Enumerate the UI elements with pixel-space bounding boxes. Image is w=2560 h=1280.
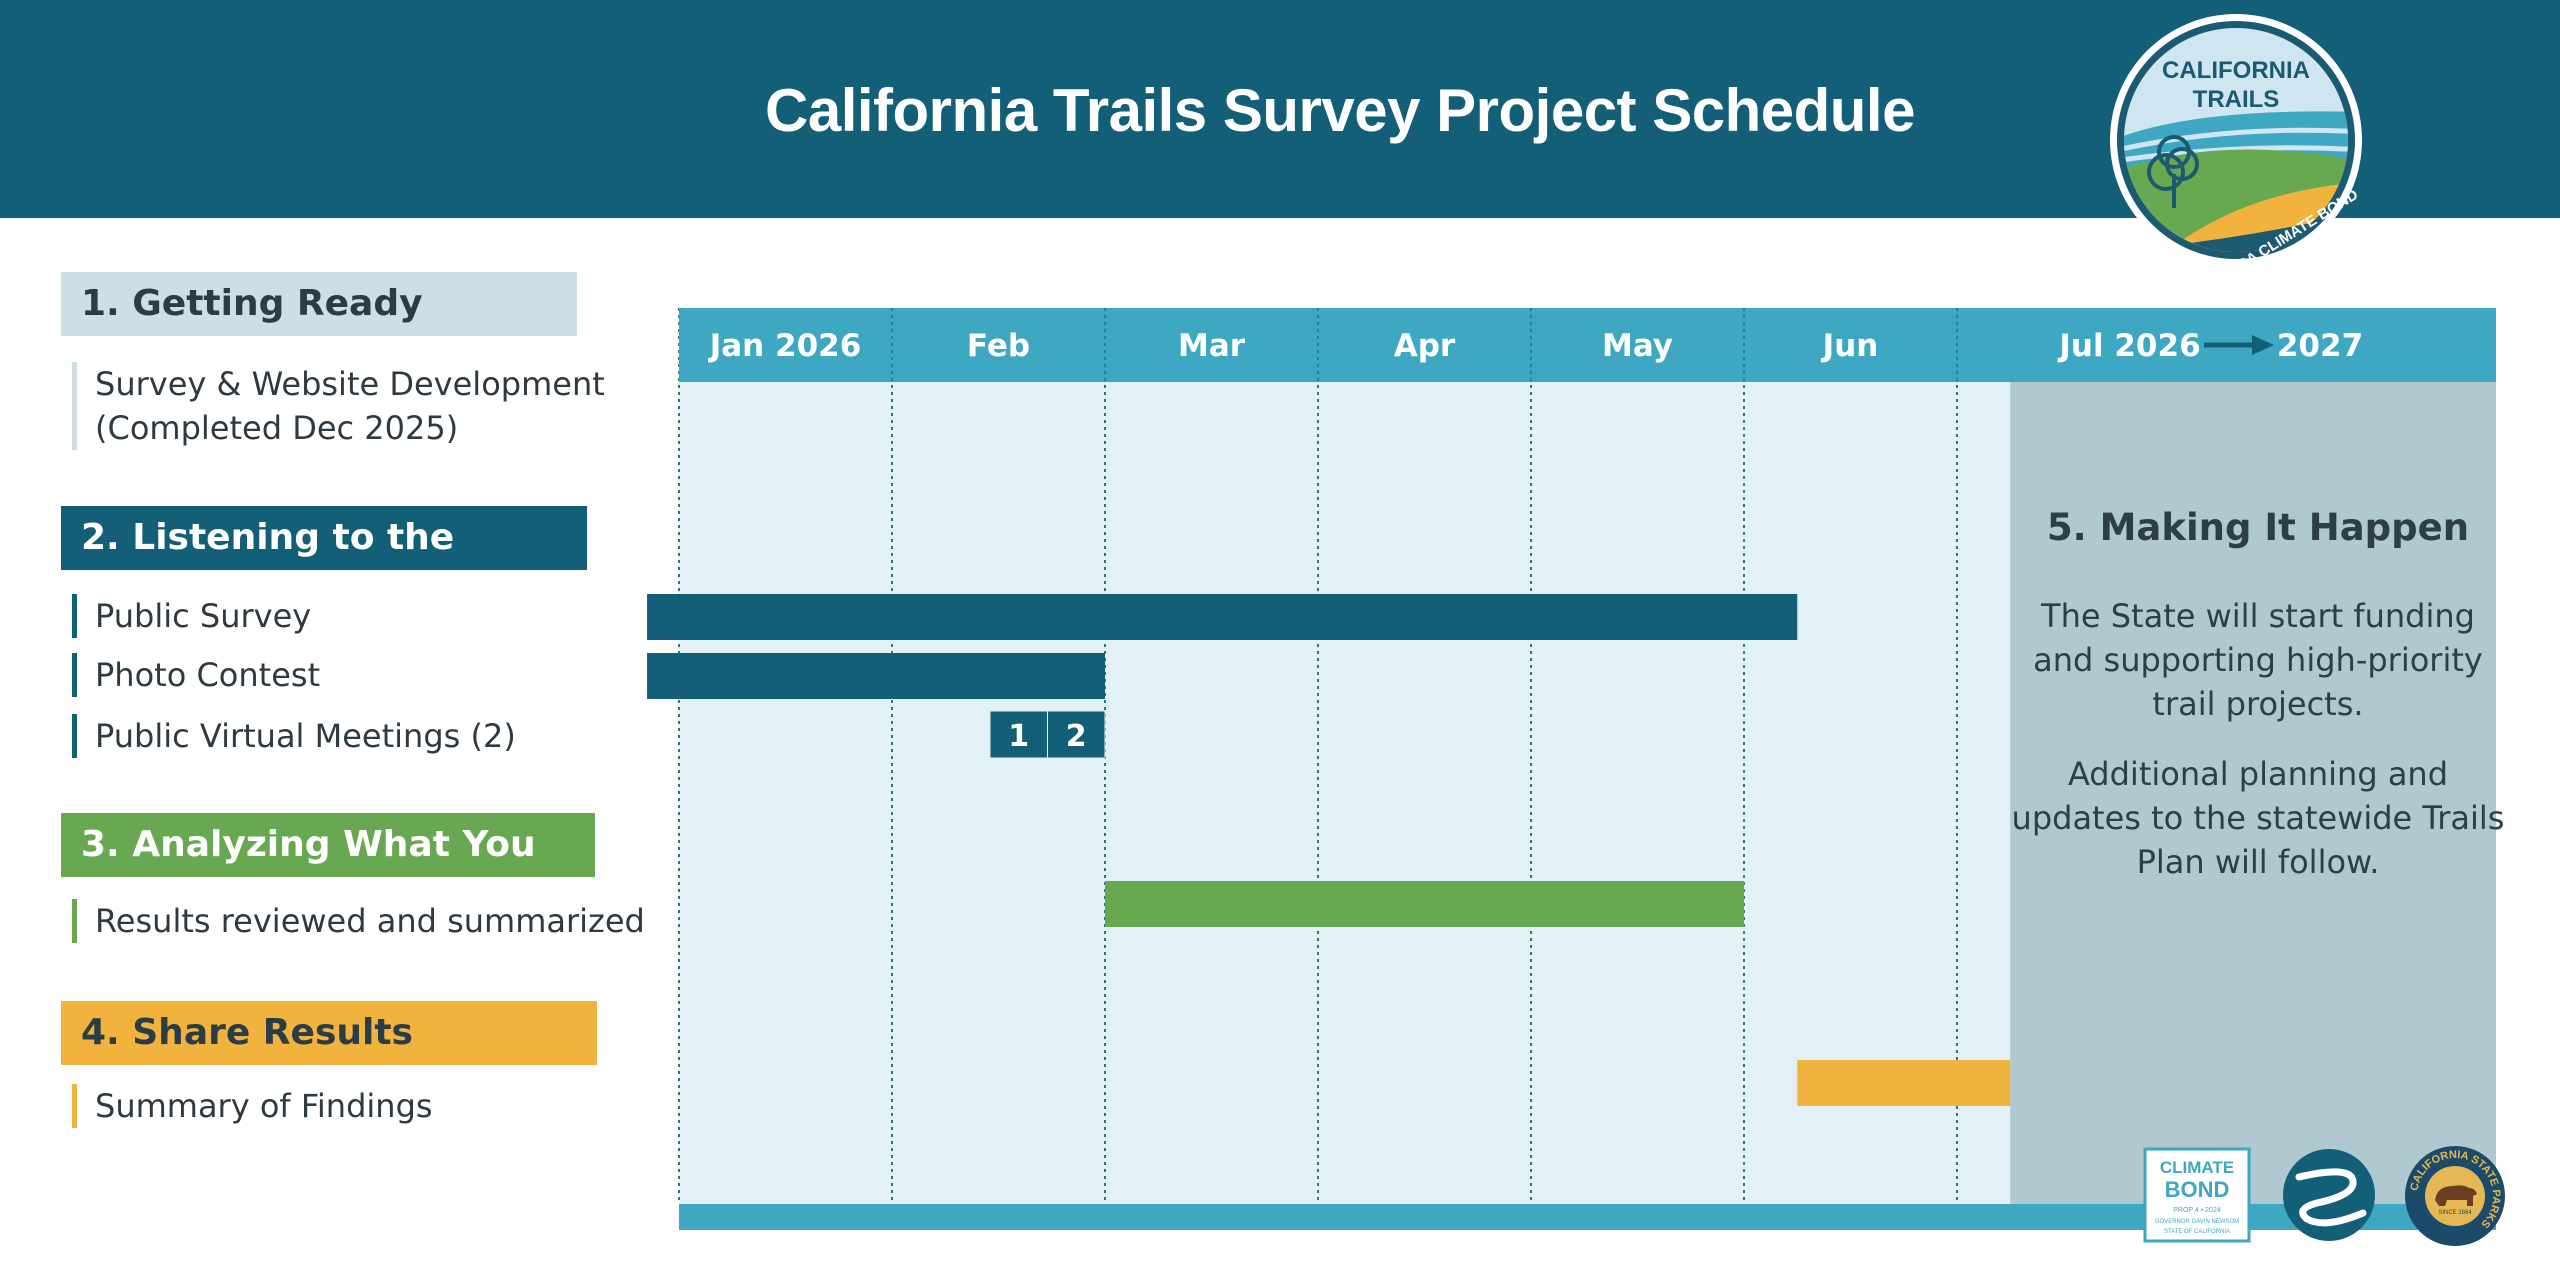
phase-5-paragraph-1: The State will start funding and support… <box>2033 597 2483 723</box>
month-label: Jul 2026 <box>2057 328 2200 364</box>
month-label: Jun <box>1821 328 1879 364</box>
meeting-label: 1 <box>1008 719 1029 754</box>
meeting-marker <box>989 710 1048 759</box>
phase-2-heading: 2. Listening to the Public <box>61 506 587 622</box>
task-label: Survey & Website Development <box>95 365 605 403</box>
task-survey-website-development: Survey & Website Development (Completed … <box>72 362 605 450</box>
svg-text:TRAILS: TRAILS <box>2193 86 2280 113</box>
task-results-reviewed: Results reviewed and summarized <box>72 899 645 943</box>
gantt-bar <box>1105 881 1744 927</box>
svg-text:SINCE 1864: SINCE 1864 <box>2438 1210 2472 1216</box>
svg-text:PROP 4 • 2024: PROP 4 • 2024 <box>2173 1207 2221 1214</box>
california-state-parks-logo: CALIFORNIA STATE PARKS SINCE 1864 <box>2405 1146 2505 1246</box>
month-label: Feb <box>967 328 1030 364</box>
tree-icon <box>2147 135 2199 208</box>
phase-4-heading: 4. Share Results <box>61 1001 597 1065</box>
svg-text:STATE OF CALIFORNIA: STATE OF CALIFORNIA <box>2164 1229 2230 1235</box>
month-label: Mar <box>1178 328 1246 364</box>
month-header-bar <box>679 308 2496 382</box>
phase-5-paragraph-2: Additional planning and updates to the s… <box>2011 755 2505 881</box>
gantt-bar <box>647 594 1798 640</box>
trail-swoosh-logo <box>2283 1149 2375 1241</box>
bear-icon <box>2435 1185 2477 1206</box>
month-label: Apr <box>1394 328 1456 364</box>
arrow-right-icon <box>2252 335 2274 355</box>
meeting-label: 2 <box>1066 719 1087 754</box>
gantt-bar <box>1797 1060 2011 1106</box>
phase-5-heading: 5. Making It Happen <box>2046 506 2470 549</box>
svg-text:CALIFORNIA: CALIFORNIA <box>2162 57 2310 84</box>
task-summary-of-findings: Summary of Findings <box>72 1084 433 1128</box>
month-label: May <box>1602 328 1673 364</box>
phase-5-panel <box>2010 382 2496 1204</box>
phase-3-heading: 3. Analyzing What You Said <box>61 813 595 929</box>
svg-text:CLIMATE: CLIMATE <box>2160 1158 2234 1177</box>
page-title: California Trails Survey Project Schedul… <box>765 77 1915 144</box>
phase-1-heading: 1. Getting Ready <box>61 272 577 336</box>
svg-text:GOVERNOR GAVIN NEWSOM: GOVERNOR GAVIN NEWSOM <box>2155 1219 2239 1225</box>
task-photo-contest: Photo Contest <box>72 653 320 697</box>
month-label: Jan 2026 <box>708 328 862 364</box>
month-label: 2027 <box>2277 328 2363 364</box>
climate-bond-logo: CLIMATE BOND PROP 4 • 2024 GOVERNOR GAVI… <box>2143 1147 2251 1243</box>
california-trails-logo: CALIFORNIA TRAILS CA CLIMATE BOND <box>2110 14 2362 268</box>
task-public-virtual-meetings: Public Virtual Meetings (2) <box>72 714 516 758</box>
gantt-bar <box>647 653 1105 699</box>
meeting-marker <box>1046 710 1106 759</box>
task-label-note: (Completed Dec 2025) <box>95 409 459 447</box>
task-public-survey: Public Survey <box>72 594 311 638</box>
svg-text:BOND: BOND <box>2165 1177 2230 1202</box>
